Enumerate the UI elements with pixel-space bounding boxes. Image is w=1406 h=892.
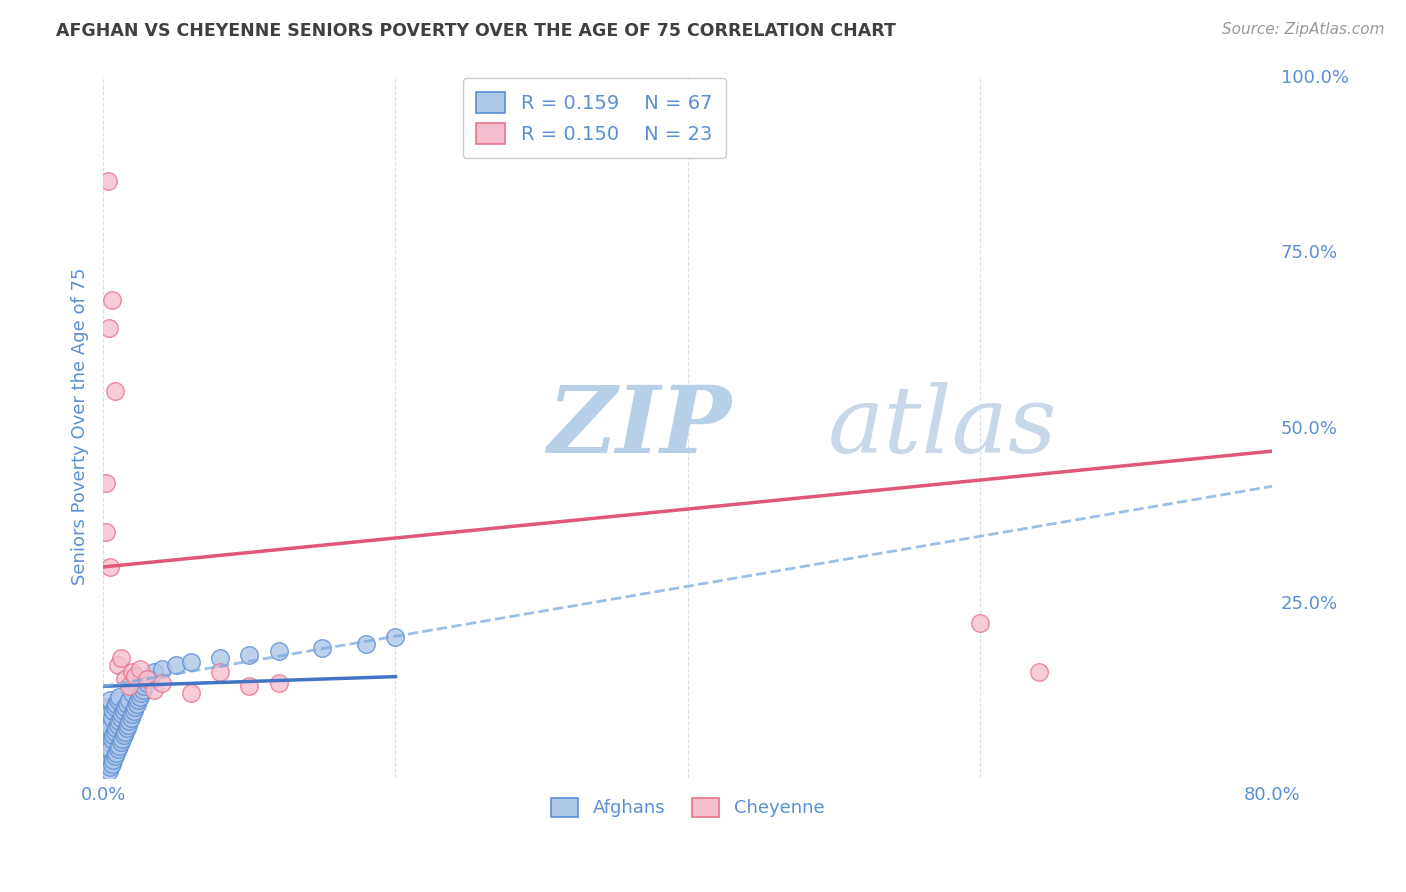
- Point: [115, 722, 138, 736]
- Point: [114, 700, 136, 714]
- Point: [96, 756, 118, 771]
- Point: [93, 735, 115, 749]
- Point: [105, 697, 128, 711]
- Point: [143, 682, 166, 697]
- Point: [94, 749, 117, 764]
- Point: [112, 728, 135, 742]
- Point: [136, 675, 159, 690]
- Point: [122, 704, 145, 718]
- Point: [128, 662, 150, 676]
- Point: [110, 711, 132, 725]
- Point: [117, 718, 139, 732]
- Text: AFGHAN VS CHEYENNE SENIORS POVERTY OVER THE AGE OF 75 CORRELATION CHART: AFGHAN VS CHEYENNE SENIORS POVERTY OVER …: [56, 22, 896, 40]
- Point: [267, 675, 290, 690]
- Point: [104, 725, 127, 739]
- Point: [101, 711, 124, 725]
- Point: [108, 714, 131, 729]
- Point: [1028, 665, 1050, 680]
- Point: [107, 718, 129, 732]
- Point: [104, 384, 127, 399]
- Point: [118, 714, 141, 729]
- Point: [110, 735, 132, 749]
- Point: [96, 700, 118, 714]
- Point: [107, 742, 129, 756]
- Text: ZIP: ZIP: [547, 382, 731, 472]
- Point: [105, 722, 128, 736]
- Point: [238, 679, 260, 693]
- Point: [104, 700, 127, 714]
- Point: [108, 739, 131, 753]
- Point: [150, 662, 173, 676]
- Point: [112, 704, 135, 718]
- Point: [120, 711, 142, 725]
- Point: [110, 651, 132, 665]
- Point: [238, 648, 260, 662]
- Point: [100, 722, 122, 736]
- Point: [209, 665, 232, 680]
- Point: [139, 673, 162, 687]
- Point: [114, 673, 136, 687]
- Point: [136, 673, 159, 687]
- Point: [150, 675, 173, 690]
- Point: [267, 644, 290, 658]
- Point: [128, 690, 150, 704]
- Point: [969, 616, 991, 631]
- Point: [180, 686, 202, 700]
- Text: Source: ZipAtlas.com: Source: ZipAtlas.com: [1222, 22, 1385, 37]
- Point: [100, 742, 122, 756]
- Point: [121, 665, 143, 680]
- Point: [104, 749, 127, 764]
- Point: [98, 707, 121, 722]
- Point: [111, 731, 134, 746]
- Point: [103, 753, 125, 767]
- Point: [124, 700, 146, 714]
- Point: [114, 725, 136, 739]
- Point: [132, 679, 155, 693]
- Point: [127, 693, 149, 707]
- Point: [94, 524, 117, 539]
- Point: [180, 655, 202, 669]
- Point: [100, 560, 122, 574]
- Text: atlas: atlas: [828, 382, 1057, 472]
- Point: [101, 293, 124, 308]
- Point: [94, 475, 117, 490]
- Point: [100, 760, 122, 774]
- Point: [143, 665, 166, 680]
- Point: [311, 640, 333, 655]
- Point: [96, 728, 118, 742]
- Point: [121, 707, 143, 722]
- Legend: Afghans, Cheyenne: Afghans, Cheyenne: [544, 790, 832, 825]
- Point: [111, 707, 134, 722]
- Point: [101, 731, 124, 746]
- Point: [103, 704, 125, 718]
- Point: [129, 686, 152, 700]
- Point: [108, 690, 131, 704]
- Point: [107, 658, 129, 673]
- Point: [105, 746, 128, 760]
- Point: [165, 658, 187, 673]
- Point: [124, 669, 146, 683]
- Point: [121, 686, 143, 700]
- Point: [100, 693, 122, 707]
- Point: [209, 651, 232, 665]
- Point: [107, 693, 129, 707]
- Point: [96, 174, 118, 188]
- Point: [101, 756, 124, 771]
- Point: [98, 764, 121, 778]
- Point: [103, 728, 125, 742]
- Point: [94, 714, 117, 729]
- Point: [354, 637, 377, 651]
- Point: [125, 697, 148, 711]
- Point: [98, 321, 121, 335]
- Y-axis label: Seniors Poverty Over the Age of 75: Seniors Poverty Over the Age of 75: [72, 268, 89, 585]
- Point: [131, 682, 153, 697]
- Point: [115, 697, 138, 711]
- Point: [384, 630, 406, 644]
- Point: [118, 693, 141, 707]
- Point: [118, 679, 141, 693]
- Point: [98, 735, 121, 749]
